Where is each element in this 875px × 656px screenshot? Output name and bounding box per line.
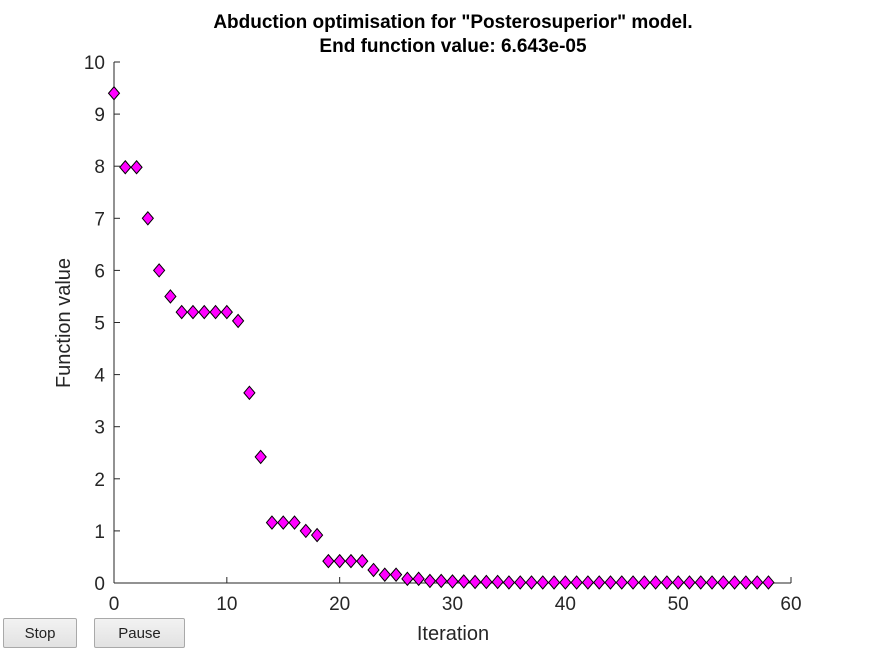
data-point <box>661 576 672 589</box>
data-point <box>210 306 221 319</box>
data-point <box>334 555 345 568</box>
data-point <box>628 576 639 589</box>
data-point <box>481 575 492 588</box>
x-tick-label: 20 <box>329 594 350 615</box>
data-point <box>187 306 198 319</box>
chart-title: Abduction optimisation for "Posterosuper… <box>213 12 692 33</box>
data-point <box>120 161 131 174</box>
data-point <box>740 576 751 589</box>
data-point <box>605 576 616 589</box>
data-point <box>424 574 435 587</box>
pause-button[interactable]: Pause <box>94 618 185 648</box>
data-point <box>673 576 684 589</box>
y-tick-label: 7 <box>94 209 105 230</box>
data-point <box>368 563 379 576</box>
data-point <box>154 264 165 277</box>
data-point <box>357 555 368 568</box>
data-point <box>684 576 695 589</box>
data-point <box>707 576 718 589</box>
data-point <box>729 576 740 589</box>
data-point <box>345 555 356 568</box>
data-point <box>718 576 729 589</box>
data-point <box>278 516 289 529</box>
axis-ticks: 0 10 20 30 40 50 60 0 1 2 3 4 5 6 7 8 9 10 <box>84 53 802 615</box>
y-axis-label: Function value <box>53 258 75 388</box>
data-point <box>255 450 266 463</box>
x-axis-label: Iteration <box>417 623 489 645</box>
y-tick-label: 0 <box>94 574 105 595</box>
data-point <box>221 306 232 319</box>
data-point <box>447 575 458 588</box>
y-tick-label: 2 <box>94 470 105 491</box>
data-point <box>142 212 153 225</box>
y-tick-label: 4 <box>94 366 105 387</box>
data-point <box>571 576 582 589</box>
data-point <box>289 516 300 529</box>
y-tick-label: 6 <box>94 261 105 282</box>
y-tick-label: 10 <box>84 53 105 74</box>
data-point <box>109 87 120 100</box>
data-point <box>266 516 277 529</box>
y-tick-label: 5 <box>94 314 105 335</box>
data-point <box>300 524 311 537</box>
x-tick-label: 40 <box>555 594 576 615</box>
y-tick-label: 9 <box>94 105 105 126</box>
data-point <box>695 576 706 589</box>
data-point <box>650 576 661 589</box>
data-point <box>436 574 447 587</box>
x-tick-label: 0 <box>109 594 120 615</box>
data-point <box>379 568 390 581</box>
data-point <box>526 576 537 589</box>
data-point <box>199 306 210 319</box>
data-point <box>752 576 763 589</box>
chart-subtitle: End function value: 6.643e-05 <box>319 36 587 57</box>
data-point <box>312 529 323 542</box>
y-tick-label: 8 <box>94 157 105 178</box>
x-tick-label: 50 <box>668 594 689 615</box>
data-point <box>537 576 548 589</box>
data-point <box>492 575 503 588</box>
data-point <box>244 386 255 399</box>
axes <box>114 62 791 583</box>
data-point <box>639 576 650 589</box>
data-point <box>470 575 481 588</box>
data-point <box>594 576 605 589</box>
data-point <box>503 576 514 589</box>
data-point <box>458 575 469 588</box>
data-point <box>560 576 571 589</box>
x-tick-label: 30 <box>442 594 463 615</box>
data-points <box>109 87 774 589</box>
stop-button[interactable]: Stop <box>3 618 77 648</box>
data-point <box>391 568 402 581</box>
data-point <box>549 576 560 589</box>
data-point <box>515 576 526 589</box>
y-tick-label: 3 <box>94 418 105 439</box>
data-point <box>323 555 334 568</box>
data-point <box>176 306 187 319</box>
data-point <box>763 576 774 589</box>
data-point <box>582 576 593 589</box>
x-tick-label: 60 <box>780 594 801 615</box>
data-point <box>131 161 142 174</box>
data-point <box>616 576 627 589</box>
y-tick-label: 1 <box>94 522 105 543</box>
data-point <box>233 314 244 327</box>
x-tick-label: 10 <box>216 594 237 615</box>
data-point <box>165 290 176 303</box>
